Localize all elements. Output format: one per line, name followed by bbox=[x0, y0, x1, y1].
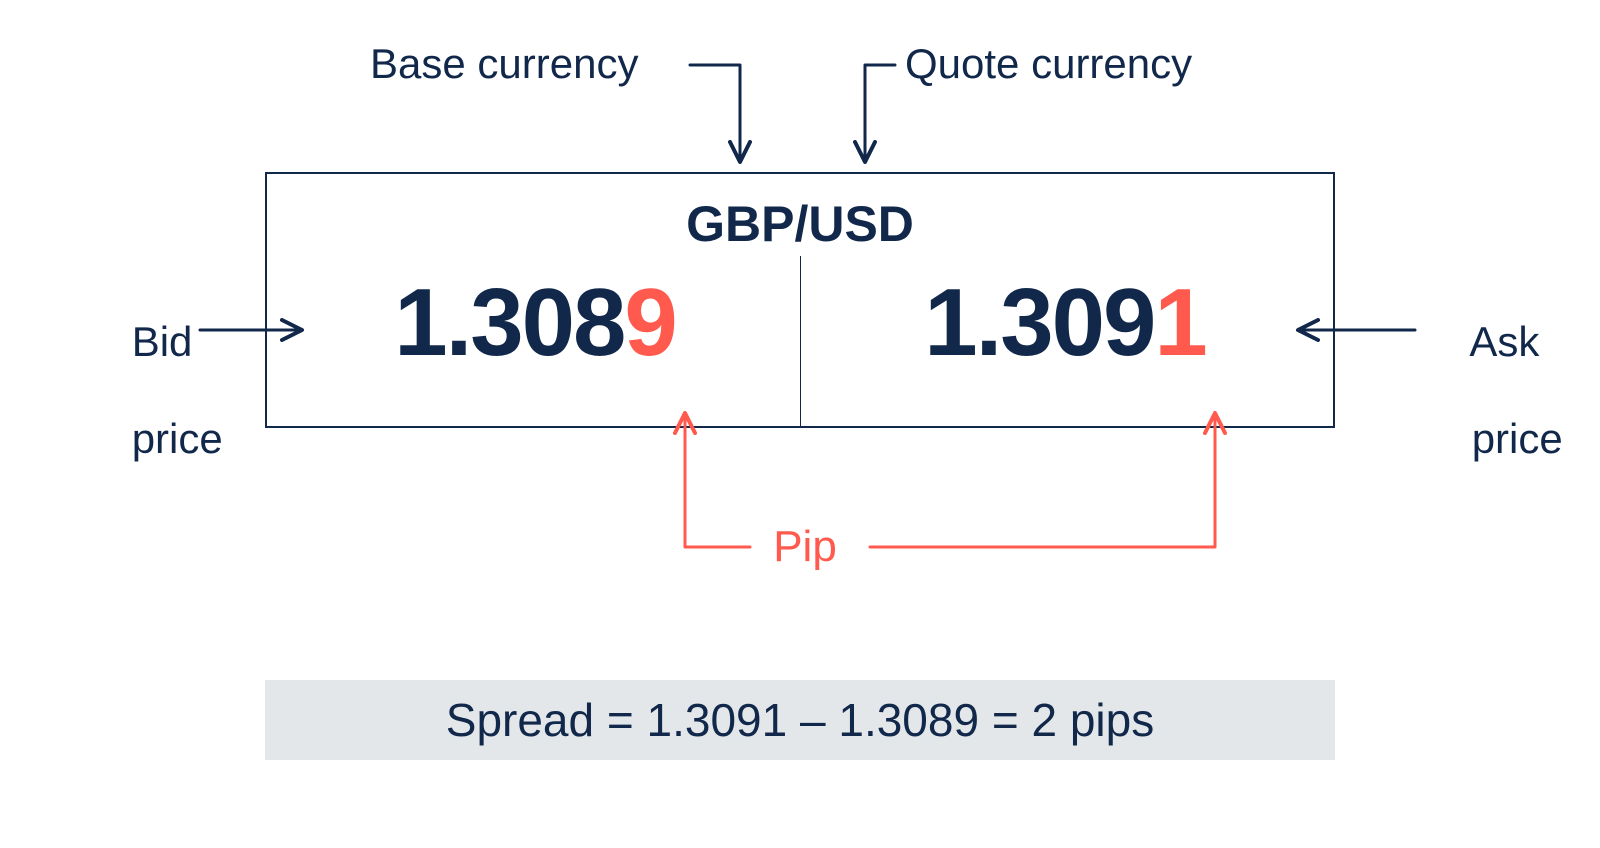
bid-price: 1.3089 bbox=[394, 268, 676, 378]
quote-currency-label: Quote currency bbox=[905, 40, 1192, 88]
pip-label: Pip bbox=[773, 522, 837, 573]
bid-price-label: Bid price bbox=[85, 270, 223, 511]
bid-ask-divider bbox=[800, 256, 801, 428]
base-currency-arrow bbox=[690, 65, 740, 160]
bid-price-main: 1.308 bbox=[394, 269, 624, 376]
ask-price-label-line1: Ask bbox=[1469, 318, 1539, 365]
pip-left-arrow bbox=[685, 415, 750, 547]
pip-right-arrow bbox=[870, 415, 1215, 547]
ask-price-main: 1.309 bbox=[924, 269, 1154, 376]
bid-price-label-line2: price bbox=[132, 415, 223, 462]
bid-price-label-line1: Bid bbox=[132, 318, 193, 365]
spread-formula-bar: Spread = 1.3091 – 1.3089 = 2 pips bbox=[265, 680, 1335, 760]
quote-currency-arrow bbox=[865, 65, 895, 160]
bid-price-pip: 9 bbox=[624, 269, 675, 376]
spread-formula-text: Spread = 1.3091 – 1.3089 = 2 pips bbox=[446, 693, 1154, 747]
forex-pip-diagram: Base currency Quote currency Bid price A… bbox=[0, 0, 1600, 848]
currency-pair: GBP/USD bbox=[265, 195, 1335, 253]
base-currency-label: Base currency bbox=[370, 40, 638, 88]
ask-price: 1.3091 bbox=[924, 268, 1206, 378]
ask-price-label-line2: price bbox=[1472, 415, 1563, 462]
ask-price-pip: 1 bbox=[1154, 269, 1205, 376]
ask-price-label: Ask price bbox=[1425, 270, 1563, 511]
